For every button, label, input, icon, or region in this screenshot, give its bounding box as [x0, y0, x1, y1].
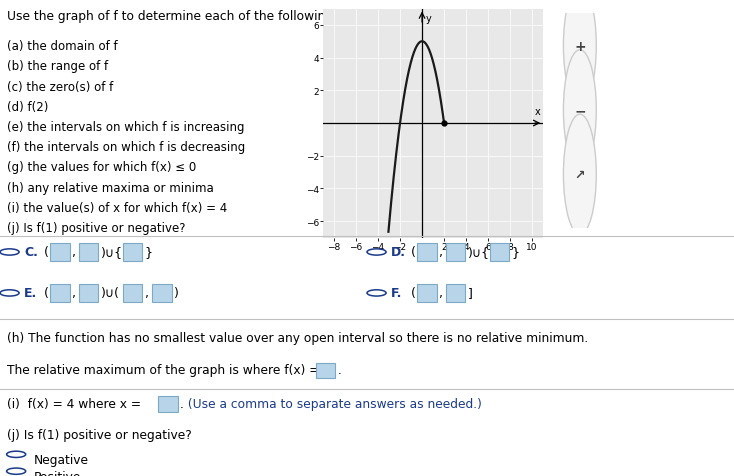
Text: (: ( — [44, 246, 49, 259]
FancyBboxPatch shape — [158, 396, 178, 412]
Text: (: ( — [411, 287, 416, 300]
Text: y: y — [425, 14, 431, 24]
FancyBboxPatch shape — [316, 363, 335, 378]
Text: +: + — [574, 40, 586, 53]
Text: (: ( — [411, 246, 416, 259]
FancyBboxPatch shape — [50, 244, 70, 261]
Text: (b) the range of f: (b) the range of f — [7, 60, 109, 73]
Text: −: − — [574, 104, 586, 118]
FancyBboxPatch shape — [446, 285, 465, 302]
Text: Positive: Positive — [34, 470, 81, 476]
Text: ,: , — [145, 287, 148, 300]
Text: (c) the zero(s) of f: (c) the zero(s) of f — [7, 80, 114, 93]
Text: (i) the value(s) of x for which f(x) = 4: (i) the value(s) of x for which f(x) = 4 — [7, 201, 228, 214]
FancyBboxPatch shape — [446, 244, 465, 261]
FancyBboxPatch shape — [417, 244, 437, 261]
Text: )∪{: )∪{ — [468, 246, 490, 259]
Text: (Use a comma to separate answers as needed.): (Use a comma to separate answers as need… — [184, 397, 482, 410]
FancyBboxPatch shape — [79, 244, 98, 261]
Text: The relative maximum of the graph is where f(x) =: The relative maximum of the graph is whe… — [7, 363, 324, 376]
Text: (j) Is f(1) positive or negative?: (j) Is f(1) positive or negative? — [7, 428, 192, 441]
Text: (e) the intervals on which f is increasing: (e) the intervals on which f is increasi… — [7, 121, 245, 134]
Text: (a) the domain of f: (a) the domain of f — [7, 40, 118, 53]
Text: .: . — [338, 363, 341, 376]
Text: ↗: ↗ — [575, 169, 585, 181]
Text: Negative: Negative — [34, 453, 89, 466]
Text: )∪(: )∪( — [101, 287, 120, 300]
Text: }: } — [512, 246, 520, 259]
Circle shape — [564, 51, 596, 170]
Text: (f) the intervals on which f is decreasing: (f) the intervals on which f is decreasi… — [7, 141, 246, 154]
Text: .: . — [180, 397, 184, 410]
Text: )∪{: )∪{ — [101, 246, 123, 259]
FancyBboxPatch shape — [417, 285, 437, 302]
Text: ): ) — [174, 287, 179, 300]
Text: ]: ] — [468, 287, 473, 300]
Text: E.: E. — [24, 287, 37, 300]
FancyBboxPatch shape — [123, 244, 142, 261]
Text: ,: , — [72, 287, 76, 300]
Text: Use the graph of f to determine each of the following.: Use the graph of f to determine each of … — [7, 10, 337, 22]
Text: C.: C. — [24, 246, 38, 259]
Text: (: ( — [44, 287, 49, 300]
Text: ,: , — [72, 246, 76, 259]
Text: D.: D. — [391, 246, 406, 259]
Text: }: } — [145, 246, 153, 259]
Text: (g) the values for which f(x) ≤ 0: (g) the values for which f(x) ≤ 0 — [7, 161, 197, 174]
FancyBboxPatch shape — [123, 285, 142, 302]
Text: F.: F. — [391, 287, 402, 300]
Text: (d) f(2): (d) f(2) — [7, 100, 48, 114]
FancyBboxPatch shape — [50, 285, 70, 302]
FancyBboxPatch shape — [152, 285, 172, 302]
Circle shape — [564, 0, 596, 107]
Circle shape — [564, 115, 596, 235]
FancyBboxPatch shape — [79, 285, 98, 302]
FancyBboxPatch shape — [490, 244, 509, 261]
Text: (h) any relative maxima or minima: (h) any relative maxima or minima — [7, 181, 214, 194]
Text: ,: , — [439, 246, 443, 259]
Text: x: x — [535, 107, 540, 117]
Text: (j) Is f(1) positive or negative?: (j) Is f(1) positive or negative? — [7, 221, 186, 235]
Text: (i)  f(x) = 4 where x =: (i) f(x) = 4 where x = — [7, 397, 145, 410]
Text: ,: , — [439, 287, 443, 300]
Text: (h) The function has no smallest value over any open interval so there is no rel: (h) The function has no smallest value o… — [7, 332, 589, 345]
